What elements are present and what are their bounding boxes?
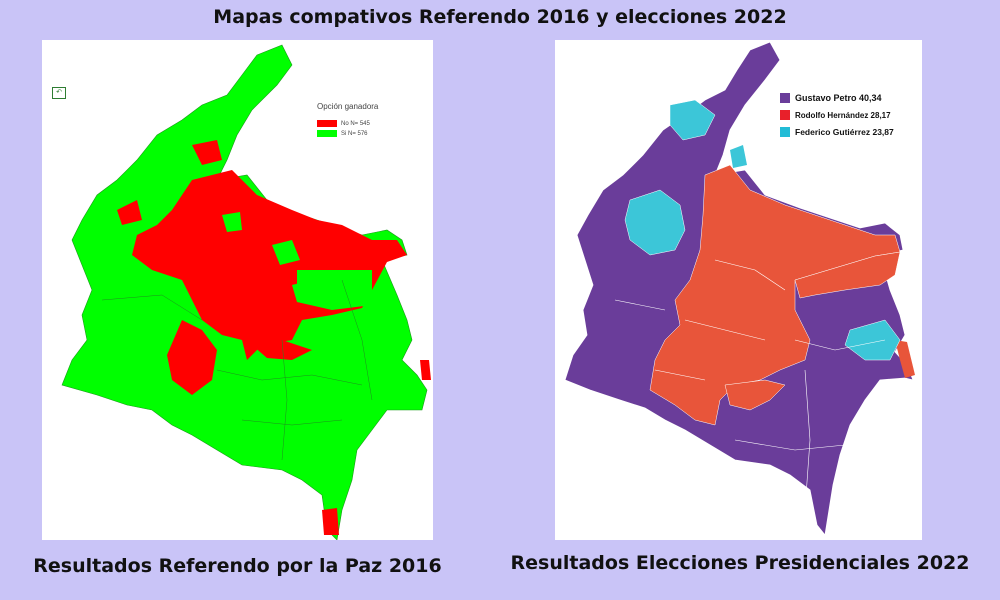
no-region-east — [252, 340, 312, 360]
legend-swatch-no — [317, 120, 337, 127]
no-region-far-south — [322, 508, 339, 535]
legend-swatch-hernandez — [780, 110, 790, 120]
si-patch — [297, 270, 372, 310]
referendo-map — [61, 44, 431, 540]
gutierrez-region-patch — [730, 145, 747, 168]
legend-item-petro: Gustavo Petro 40,34 — [780, 93, 882, 103]
legend-title: Opción ganadora — [317, 102, 379, 111]
page-title: Mapas compativos Referendo 2016 y elecci… — [213, 6, 787, 28]
gutierrez-region-north — [669, 99, 716, 141]
map-icon: ↶ — [52, 87, 66, 99]
elecciones-caption: Resultados Elecciones Presidenciales 202… — [510, 552, 970, 574]
municipal-borders — [614, 259, 886, 511]
referendo-map-panel: ↶ Opción ganadora No N= 545 Si N= 576 — [42, 40, 433, 540]
elecciones-map — [564, 41, 915, 536]
hernandez-region-east — [794, 251, 901, 299]
legend-swatch-gutierrez — [780, 127, 790, 137]
gutierrez-region-antioquia — [624, 189, 686, 256]
legend-item-no: No N= 545 — [317, 120, 370, 127]
no-region-center — [132, 170, 407, 360]
legend-item-hernandez: Rodolfo Hernández 28,17 — [780, 110, 891, 120]
no-region-north — [192, 140, 222, 165]
legend-item-gutierrez: Federico Gutiérrez 23,87 — [780, 127, 894, 137]
legend-swatch-petro — [780, 93, 790, 103]
no-region-south — [167, 320, 217, 395]
elecciones-map-panel: Gustavo Petro 40,34 Rodolfo Hernández 28… — [555, 40, 922, 540]
no-region-west — [117, 200, 142, 225]
referendo-caption: Resultados Referendo por la Paz 2016 — [33, 555, 442, 577]
legend-swatch-si — [317, 130, 337, 137]
si-patch — [272, 240, 300, 265]
department-borders — [101, 279, 373, 461]
legend-item-si: Si N= 576 — [317, 130, 368, 137]
hernandez-region-far-east — [895, 340, 915, 378]
gutierrez-region-vichada — [844, 319, 901, 361]
hernandez-region-south — [724, 379, 786, 411]
no-region-far-east — [420, 360, 431, 380]
si-patch — [222, 212, 242, 232]
hernandez-region-center — [649, 164, 901, 426]
